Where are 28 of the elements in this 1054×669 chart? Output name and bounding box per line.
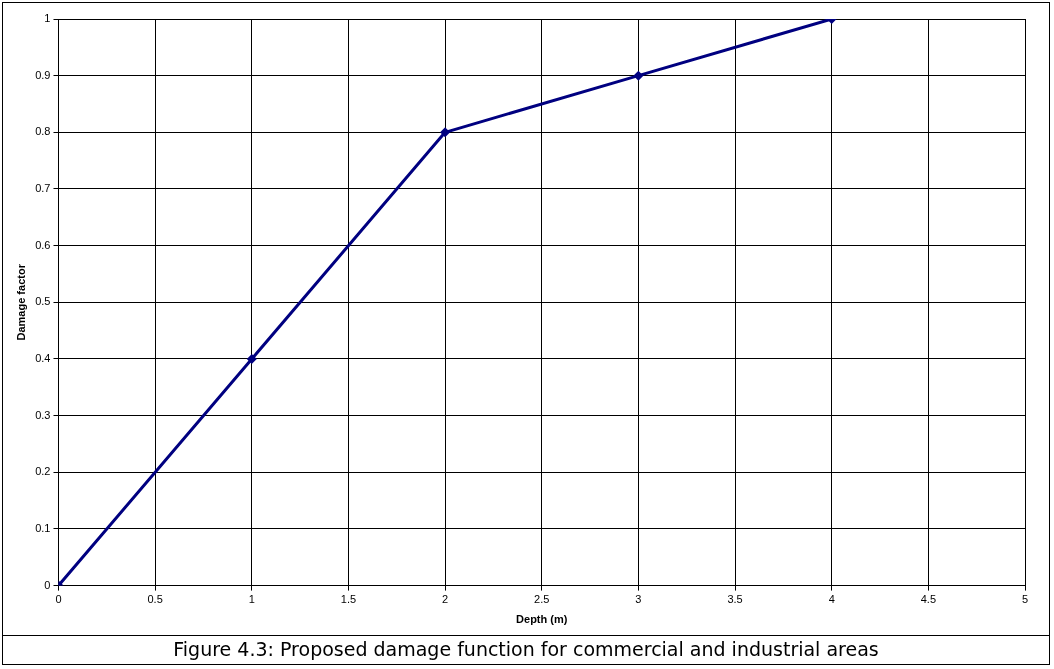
x-tick-label: 0.5 [147,593,163,606]
y-axis-title: Damage factor [14,263,27,341]
y-tick-label: 0.8 [35,125,51,138]
y-tick-label: 0.6 [35,238,51,251]
x-tick-label: 1 [248,593,255,606]
y-tick-label: 0.1 [35,521,51,534]
x-tick-label: 3.5 [727,593,743,606]
point [633,70,644,81]
x-tick-label: 4.5 [920,593,936,606]
y-tick-label: 0.5 [35,295,51,308]
y-tick-label: 0 [44,578,51,591]
x-axis-title: Depth (m) [516,613,568,626]
x-tick-label: 4 [828,593,835,606]
point [246,353,257,364]
x-tick-label: 3 [635,593,642,606]
x-tick-label: 2 [442,593,449,606]
y-tick-label: 0.2 [35,465,51,478]
y-tick-label: 0.9 [35,68,51,81]
x-tick-label: 0 [55,593,62,606]
point [440,127,451,138]
y-tick-label: 1 [44,12,51,25]
caption: Figure 4.3: Proposed damage function for commercial and industrial areas [3,635,1049,664]
x-tick-label: 2.5 [534,593,550,606]
y-tick-label: 0.3 [35,408,51,421]
y-tick-label: 0.4 [35,351,51,364]
x-tick-label: 5 [1021,593,1029,606]
y-tick-label: 0.7 [35,182,51,195]
x-tick-label: 1.5 [340,593,357,606]
